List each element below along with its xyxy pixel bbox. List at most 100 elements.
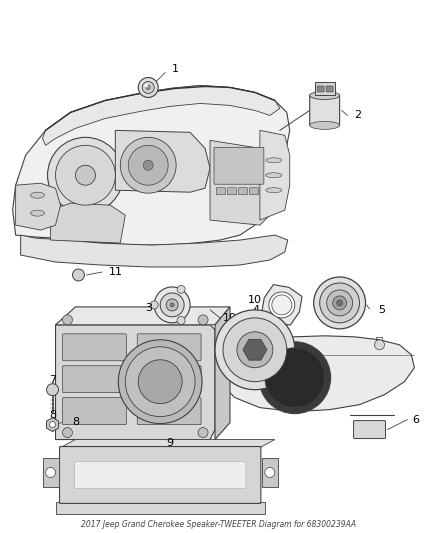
Circle shape <box>265 348 325 408</box>
Circle shape <box>138 360 182 403</box>
Polygon shape <box>13 85 290 245</box>
FancyBboxPatch shape <box>137 334 201 361</box>
Text: 3: 3 <box>145 303 152 313</box>
Circle shape <box>314 277 366 329</box>
Circle shape <box>259 342 331 414</box>
Circle shape <box>170 303 174 307</box>
Polygon shape <box>16 183 60 230</box>
Polygon shape <box>50 203 125 243</box>
Polygon shape <box>56 503 265 514</box>
Circle shape <box>223 318 287 382</box>
Polygon shape <box>42 457 59 487</box>
Circle shape <box>374 340 385 350</box>
FancyBboxPatch shape <box>238 188 247 195</box>
Text: 9: 9 <box>166 438 174 448</box>
Text: 6: 6 <box>412 415 419 425</box>
Polygon shape <box>210 140 272 225</box>
Ellipse shape <box>266 173 282 177</box>
Circle shape <box>46 384 59 395</box>
FancyBboxPatch shape <box>214 147 264 184</box>
Polygon shape <box>314 83 335 95</box>
Text: 11: 11 <box>108 267 122 277</box>
Text: 5: 5 <box>378 305 385 315</box>
FancyBboxPatch shape <box>137 366 201 393</box>
Text: 4: 4 <box>252 305 259 315</box>
Circle shape <box>56 146 115 205</box>
Polygon shape <box>215 307 230 440</box>
Circle shape <box>49 422 56 427</box>
FancyBboxPatch shape <box>249 188 258 195</box>
Polygon shape <box>56 307 230 325</box>
Circle shape <box>215 310 295 390</box>
Polygon shape <box>260 131 290 220</box>
Circle shape <box>160 293 184 317</box>
Circle shape <box>332 296 346 310</box>
Circle shape <box>327 290 353 316</box>
Circle shape <box>154 287 190 323</box>
FancyBboxPatch shape <box>353 421 385 439</box>
Polygon shape <box>42 85 280 146</box>
Text: 2017 Jeep Grand Cherokee Speaker-TWEETER Diagram for 68300239AA: 2017 Jeep Grand Cherokee Speaker-TWEETER… <box>81 520 357 529</box>
FancyBboxPatch shape <box>216 188 226 195</box>
Polygon shape <box>56 325 215 440</box>
Circle shape <box>265 467 275 478</box>
Circle shape <box>142 82 154 93</box>
Polygon shape <box>261 285 302 325</box>
FancyBboxPatch shape <box>60 447 261 503</box>
Circle shape <box>63 427 72 438</box>
Ellipse shape <box>31 210 45 216</box>
FancyBboxPatch shape <box>227 188 237 195</box>
Polygon shape <box>115 131 210 192</box>
Circle shape <box>63 315 72 325</box>
FancyBboxPatch shape <box>317 86 324 92</box>
Circle shape <box>177 285 185 293</box>
Ellipse shape <box>310 92 339 100</box>
Circle shape <box>198 315 208 325</box>
Circle shape <box>48 138 124 213</box>
FancyBboxPatch shape <box>63 366 126 393</box>
Circle shape <box>138 77 158 98</box>
Text: 10: 10 <box>248 295 262 305</box>
Circle shape <box>145 84 148 87</box>
Circle shape <box>118 340 202 424</box>
Circle shape <box>143 160 153 170</box>
FancyBboxPatch shape <box>63 398 126 425</box>
Circle shape <box>120 138 176 193</box>
Circle shape <box>46 467 56 478</box>
Ellipse shape <box>266 158 282 163</box>
Ellipse shape <box>31 192 45 198</box>
Polygon shape <box>262 457 278 487</box>
Circle shape <box>166 299 178 311</box>
Text: 7: 7 <box>49 375 56 385</box>
Ellipse shape <box>310 122 339 130</box>
Circle shape <box>146 85 150 90</box>
Circle shape <box>320 283 360 323</box>
Text: 8: 8 <box>49 410 56 419</box>
Polygon shape <box>60 440 275 448</box>
Circle shape <box>72 269 85 281</box>
Circle shape <box>337 300 343 306</box>
Circle shape <box>247 340 257 350</box>
FancyBboxPatch shape <box>63 334 126 361</box>
Text: 1: 1 <box>172 63 179 74</box>
Ellipse shape <box>266 188 282 193</box>
Circle shape <box>237 332 273 368</box>
Circle shape <box>198 427 208 438</box>
Text: 8: 8 <box>72 417 80 426</box>
Polygon shape <box>46 417 59 432</box>
Circle shape <box>125 347 195 417</box>
Text: 10: 10 <box>223 313 237 323</box>
Circle shape <box>177 317 185 325</box>
Circle shape <box>75 165 95 185</box>
Polygon shape <box>310 92 339 128</box>
FancyBboxPatch shape <box>137 398 201 425</box>
Circle shape <box>269 292 295 318</box>
Polygon shape <box>218 336 414 411</box>
Text: 2: 2 <box>354 110 361 120</box>
Polygon shape <box>21 235 288 267</box>
Circle shape <box>272 295 292 315</box>
FancyBboxPatch shape <box>326 86 333 92</box>
Circle shape <box>128 146 168 185</box>
Circle shape <box>150 301 158 309</box>
Polygon shape <box>243 340 267 360</box>
